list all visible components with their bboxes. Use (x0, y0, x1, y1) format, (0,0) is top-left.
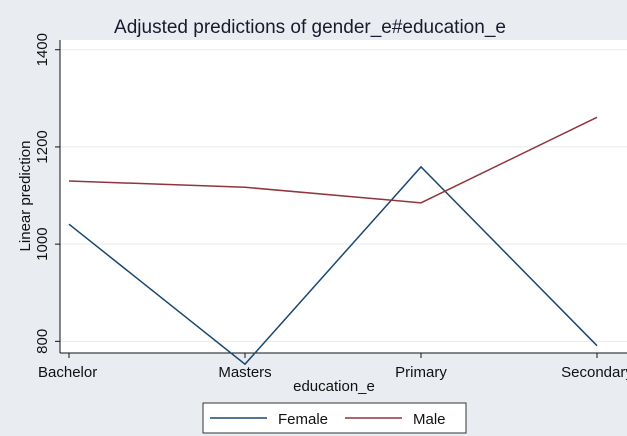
y-axis-label: Linear prediction (17, 141, 34, 252)
y-tick-label-1200: 1200 (34, 130, 51, 163)
x-tick-label-bachelor: Bachelor (38, 364, 97, 381)
x-tick-label-masters: Masters (218, 364, 271, 381)
legend-label-male: Male (413, 411, 446, 428)
gridlines (60, 49, 627, 342)
legend: Female Male (202, 402, 467, 434)
x-axis-label: education_e (293, 378, 375, 395)
y-tick-label-1000: 1000 (34, 227, 51, 260)
legend-items: Female Male (210, 411, 446, 428)
series-line-male (68, 116, 598, 204)
y-tick-label-800: 800 (34, 329, 51, 354)
x-ticks: Bachelor Masters Primary Secondary (38, 353, 627, 381)
x-tick-label-primary: Primary (395, 364, 447, 381)
y-tick-label-1400: 1400 (34, 33, 51, 66)
series-lines (68, 116, 598, 366)
x-tick-label-secondary: Secondary (561, 364, 627, 381)
legend-label-female: Female (278, 411, 328, 428)
series-line-female (68, 165, 598, 366)
chart-title: Adjusted predictions of gender_e#educati… (114, 17, 506, 38)
y-ticks: 800 1000 1200 1400 (34, 33, 60, 354)
